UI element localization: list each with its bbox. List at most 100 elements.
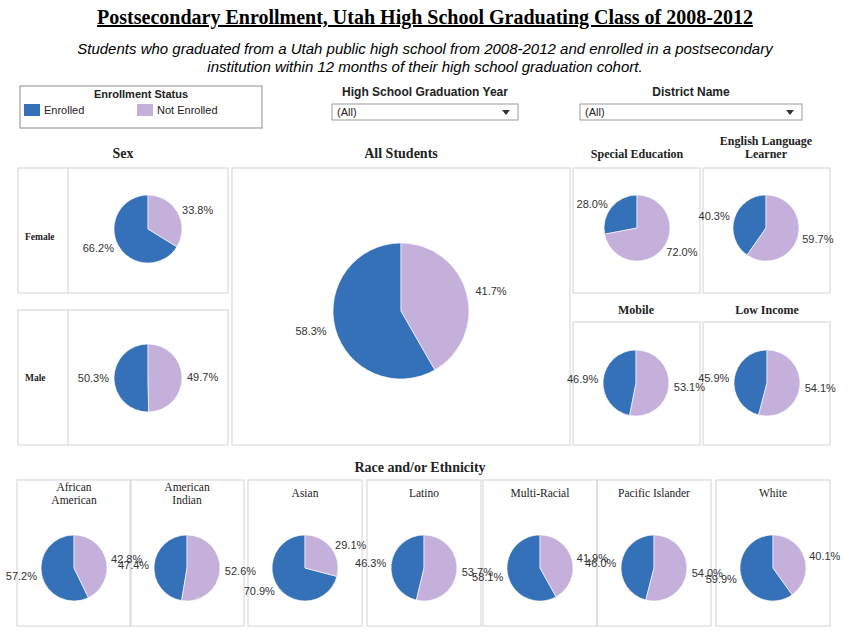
data-labels: 47.4% 52.6% <box>118 559 256 577</box>
section-title: Sex <box>113 146 134 161</box>
pie-slice <box>114 344 149 412</box>
row-label: Male <box>25 373 46 383</box>
panel-title-line: Pacific Islander <box>618 487 690 499</box>
pie-slice <box>305 535 338 576</box>
data-label: 54.1% <box>805 382 836 394</box>
panel-box <box>18 168 228 293</box>
panel-box <box>597 480 711 626</box>
filter-arrow[interactable] <box>502 110 510 115</box>
pie-slice <box>416 535 457 601</box>
filter-value[interactable]: (All) <box>337 106 357 118</box>
data-labels: 58.3%41.7% <box>295 285 506 337</box>
pie <box>603 350 669 416</box>
panel-title: Latino <box>409 487 439 499</box>
chart-root: Postsecondary Enrollment, Utah High Scho… <box>0 0 850 635</box>
data-label: 47.4% <box>118 559 149 571</box>
legend-box <box>20 86 262 128</box>
pie-slice <box>773 535 806 595</box>
pie <box>734 350 800 416</box>
pie <box>740 535 806 601</box>
section-title: Race and/or Ethnicity <box>354 460 485 475</box>
title: Postsecondary Enrollment, Utah High Scho… <box>97 6 753 29</box>
pie-slice <box>630 350 669 416</box>
data-label: 40.3% <box>699 210 730 222</box>
panel-title-line: American <box>51 494 97 506</box>
data-label: 45.9% <box>698 372 729 384</box>
data-label: 29.1% <box>335 539 366 551</box>
filter-label: District Name <box>652 85 730 99</box>
legend: Enrollment StatusEnrolledNot Enrolled <box>20 86 262 128</box>
panel-title-line: Latino <box>409 487 439 499</box>
row-label: Female <box>25 232 55 242</box>
panel-title: Mobile <box>618 303 655 317</box>
pie-slice <box>154 535 187 601</box>
panel-title-line: Indian <box>172 494 202 506</box>
panel-divider <box>68 310 69 445</box>
data-label: 46.9% <box>567 373 598 385</box>
subtitle: Students who graduated from a Utah publi… <box>77 40 774 57</box>
subtitle: institution within 12 months of their hi… <box>207 58 642 75</box>
data-label: 57.2% <box>6 570 37 582</box>
pie-slice <box>604 195 637 234</box>
pie-slice <box>401 243 469 370</box>
panel-title: Asian <box>292 487 319 499</box>
panel-title-line: Mobile <box>618 303 655 317</box>
pie-slice <box>603 350 636 415</box>
filter[interactable]: District Name (All) <box>580 85 802 120</box>
legend-swatch <box>137 104 153 116</box>
filter-arrow[interactable] <box>786 110 794 115</box>
data-label: 40.1% <box>809 550 840 562</box>
data-label: 50.3% <box>78 372 109 384</box>
panel-title-line: English Language <box>720 134 813 148</box>
data-labels: 59.9%40.1% <box>706 550 841 585</box>
panel-title: Special Education <box>591 147 684 161</box>
data-labels: 66.2% 33.8% <box>83 204 214 254</box>
data-label: 41.7% <box>475 285 506 297</box>
data-labels: 28.0%72.0% <box>577 198 698 258</box>
panel-title-line: Low Income <box>735 303 799 317</box>
panel-box <box>130 480 244 626</box>
filter-label: High School Graduation Year <box>342 85 508 99</box>
data-label: 72.0% <box>666 246 697 258</box>
pie-slice <box>74 535 107 598</box>
data-labels: 46.9%53.1% <box>567 373 705 392</box>
data-labels: 70.9%29.1% <box>244 539 367 597</box>
panel-title-line: Multi-Racial <box>511 487 570 499</box>
filter-dropdown[interactable] <box>332 104 518 120</box>
panel-title: Pacific Islander <box>618 487 690 499</box>
pie <box>507 535 573 601</box>
panel-title: All Students <box>364 146 438 161</box>
panel-title: AmericanIndian <box>164 481 210 506</box>
panel-title: AfricanAmerican <box>51 481 97 506</box>
panel-frames <box>17 168 830 626</box>
panel-title: White <box>759 487 787 499</box>
legend-swatch <box>24 104 40 116</box>
pie <box>114 344 182 412</box>
pie <box>272 535 338 601</box>
pie-slice <box>759 350 800 416</box>
data-labels: 46.0%54.0% <box>585 557 723 579</box>
panel-box <box>18 310 228 445</box>
pie-slice <box>148 344 182 412</box>
panel-title: Multi-Racial <box>511 487 570 499</box>
data-label: 33.8% <box>182 204 213 216</box>
filter-value[interactable]: (All) <box>585 106 605 118</box>
panel-box <box>232 168 570 445</box>
data-label: 66.2% <box>83 242 114 254</box>
panel-box <box>248 480 362 626</box>
panel-divider <box>68 168 69 293</box>
panel-title-line: Special Education <box>591 147 684 161</box>
panel-title-line: Asian <box>292 487 319 499</box>
pie-slice <box>605 195 670 261</box>
panel-title: Low Income <box>735 303 799 317</box>
pie <box>733 195 799 261</box>
pie <box>621 535 687 601</box>
filter[interactable]: High School Graduation Year (All) <box>332 85 518 120</box>
filter-dropdown[interactable] <box>580 104 802 120</box>
pie <box>391 535 457 601</box>
data-label: 52.6% <box>225 565 256 577</box>
panel-box <box>367 480 481 626</box>
chart-svg: Postsecondary Enrollment, Utah High Scho… <box>0 0 850 635</box>
data-labels: 40.3%59.7% <box>699 210 834 245</box>
panel-title-line: All Students <box>364 146 438 161</box>
